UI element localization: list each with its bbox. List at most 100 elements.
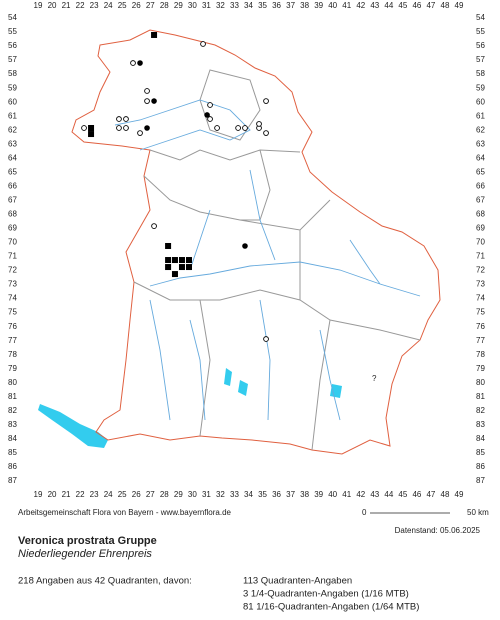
row-label: 66 — [476, 181, 485, 190]
title: Veronica prostrata Gruppe — [18, 535, 157, 547]
row-label: 62 — [476, 125, 485, 134]
column-label: 48 — [441, 490, 450, 499]
row-label: 67 — [8, 196, 17, 205]
row-label: 86 — [8, 462, 17, 471]
row-label: 58 — [8, 69, 17, 78]
column-label: 35 — [258, 1, 267, 10]
row-label: 70 — [8, 238, 17, 247]
row-label: 83 — [476, 420, 485, 429]
record-square — [178, 264, 185, 271]
row-label: 79 — [8, 364, 17, 373]
record-circle — [207, 116, 213, 122]
record-circle — [151, 223, 157, 229]
date: Datenstand: 05.06.2025 — [395, 526, 481, 535]
row-label: 67 — [476, 196, 485, 205]
row-label: 68 — [8, 210, 17, 219]
column-label: 28 — [160, 1, 169, 10]
column-label: 27 — [146, 1, 155, 10]
record-circle — [242, 125, 248, 131]
record-circle — [116, 116, 122, 122]
row-label: 69 — [8, 224, 17, 233]
column-label: 20 — [48, 1, 57, 10]
scale-end: 50 km — [467, 508, 489, 517]
record-circle — [116, 125, 122, 131]
row-label: 60 — [476, 97, 485, 106]
column-label: 25 — [118, 490, 127, 499]
column-label: 41 — [342, 1, 351, 10]
column-label: 48 — [441, 1, 450, 10]
record-square — [151, 31, 158, 38]
record-square — [178, 257, 185, 264]
column-label: 31 — [202, 490, 211, 499]
column-label: 30 — [188, 1, 197, 10]
column-label: 37 — [286, 1, 295, 10]
record-square — [165, 242, 172, 249]
column-label: 21 — [62, 1, 71, 10]
row-label: 61 — [476, 111, 485, 120]
row-label: 77 — [476, 336, 485, 345]
column-label: 34 — [244, 490, 253, 499]
column-label: 39 — [314, 1, 323, 10]
row-label: 69 — [476, 224, 485, 233]
row-label: 87 — [8, 476, 17, 485]
row-label: 76 — [8, 322, 17, 331]
column-label: 33 — [230, 1, 239, 10]
column-label: 28 — [160, 490, 169, 499]
column-label: 32 — [216, 490, 225, 499]
subtitle: Niederliegender Ehrenpreis — [18, 548, 152, 560]
column-label: 23 — [90, 1, 99, 10]
rivers — [114, 99, 421, 421]
column-label: 46 — [412, 490, 421, 499]
row-label: 83 — [8, 420, 17, 429]
row-label: 66 — [8, 181, 17, 190]
column-label: 22 — [76, 1, 85, 10]
record-square — [171, 257, 178, 264]
row-label: 65 — [476, 167, 485, 176]
row-label: 54 — [476, 13, 485, 22]
column-label: 49 — [455, 490, 464, 499]
state-border — [71, 29, 441, 455]
row-label: 77 — [8, 336, 17, 345]
record-square — [88, 131, 95, 138]
row-label: 84 — [8, 434, 17, 443]
row-label: 56 — [476, 41, 485, 50]
record-dot — [242, 243, 248, 249]
row-label: 72 — [8, 266, 17, 275]
row-label: 55 — [476, 27, 485, 36]
breakdown: 81 1/16-Quadranten-Angaben (1/64 MTB) — [243, 602, 419, 613]
record-square — [88, 124, 95, 131]
row-label: 81 — [476, 392, 485, 401]
record-circle — [200, 41, 206, 47]
record-circle — [214, 125, 220, 131]
column-label: 20 — [48, 490, 57, 499]
row-label: 87 — [476, 476, 485, 485]
column-label: 47 — [426, 490, 435, 499]
column-label: 49 — [455, 1, 464, 10]
record-circle — [235, 125, 241, 131]
column-label: 44 — [384, 1, 393, 10]
record-circle — [256, 121, 262, 127]
column-label: 39 — [314, 490, 323, 499]
column-label: 19 — [34, 490, 43, 499]
column-label: 47 — [426, 1, 435, 10]
row-label: 68 — [476, 210, 485, 219]
record-circle — [130, 60, 136, 66]
column-label: 26 — [132, 1, 141, 10]
row-label: 63 — [8, 139, 17, 148]
column-label: 31 — [202, 1, 211, 10]
lake — [38, 404, 108, 448]
breakdown: 3 1/4-Quadranten-Angaben (1/16 MTB) — [243, 589, 409, 600]
row-label: 85 — [8, 448, 17, 457]
row-label: 58 — [476, 69, 485, 78]
row-label: 78 — [476, 350, 485, 359]
record-circle — [81, 125, 87, 131]
row-label: 57 — [476, 55, 485, 64]
column-label: 46 — [412, 1, 421, 10]
row-label: 73 — [476, 280, 485, 289]
column-label: 37 — [286, 490, 295, 499]
row-label: 57 — [8, 55, 17, 64]
row-label: 60 — [8, 97, 17, 106]
row-label: 84 — [476, 434, 485, 443]
row-label: 86 — [476, 462, 485, 471]
